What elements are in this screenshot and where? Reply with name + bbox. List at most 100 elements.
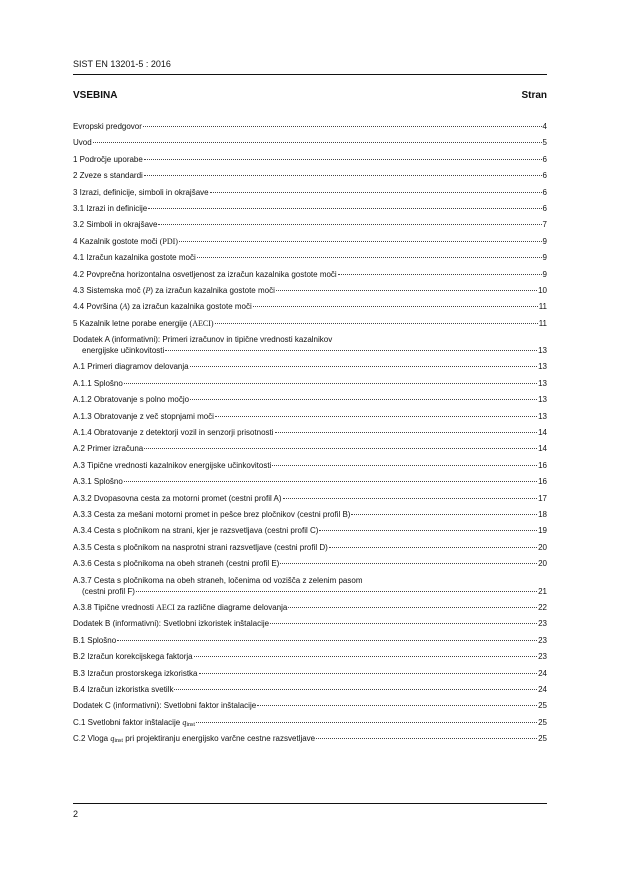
dot-leader (144, 448, 538, 450)
toc-entry-title: A.2 Primer izračuna (73, 443, 143, 454)
header-rule (73, 74, 547, 75)
toc-entry[interactable]: A.1.3 Obratovanje z več stopnjami moči 1… (73, 411, 547, 422)
toc-entry[interactable]: 5 Kazalnik letne porabe energije (AECI) … (73, 318, 547, 329)
toc-entry-title: Uvod (73, 137, 92, 148)
dot-leader (92, 142, 542, 144)
toc-entry-page: 14 (538, 428, 547, 438)
toc-entry[interactable]: 4.1 Izračun kazalnika gostote moči 9 (73, 252, 547, 263)
toc-entry[interactable]: A.3.5 Cesta s pločnikom na nasprotni str… (73, 542, 547, 553)
toc-title-segment: Uvod (73, 138, 92, 148)
toc-entry[interactable]: A.1 Primeri diagramov delovanja 13 (73, 361, 547, 372)
toc-entry-page: 13 (538, 378, 547, 388)
toc-entry[interactable]: 1 Področje uporabe 6 (73, 154, 547, 165)
dot-leader (214, 322, 538, 324)
toc-entry[interactable]: A.3.8 Tipične vrednosti AECI za različne… (73, 602, 547, 613)
toc-entry-page: 18 (538, 509, 547, 519)
toc-entry-page: 16 (538, 477, 547, 487)
toc-title-segment: ) za izračun kazalnika gostote moči (150, 285, 275, 295)
toc-entry-page: 13 (538, 395, 547, 405)
toc-entry[interactable]: C.2 Vloga qinst pri projektiranju energi… (73, 733, 547, 744)
toc-entry-page: 9 (542, 253, 547, 263)
toc-entry[interactable]: Dodatek A (informativni): Primeri izraču… (73, 334, 547, 356)
toc-entry[interactable]: Evropski predgovor 4 (73, 121, 547, 132)
toc-entry-title: A.3.8 Tipične vrednosti AECI za različne… (73, 602, 287, 613)
toc-title-segment: 3 Izrazi, definicije, simboli in okrajša… (73, 187, 209, 197)
toc-entry[interactable]: 4 Kazalnik gostote moči (PDI) 9 (73, 236, 547, 247)
toc-entry-page: 14 (538, 444, 547, 454)
toc-entry-title: Dodatek A (informativni): Primeri izraču… (73, 334, 332, 345)
toc-title-segment: A.1.1 Splošno (73, 378, 123, 388)
toc-title-segment: q (110, 734, 115, 744)
toc-title-segment: inst (186, 721, 196, 728)
toc-entry-title: B.4 Izračun izkoristka svetilk (73, 684, 173, 695)
toc-entry[interactable]: Uvod 5 (73, 137, 547, 148)
toc-entry-page: 13 (538, 411, 547, 421)
dot-leader (165, 350, 538, 352)
dot-leader (198, 672, 538, 674)
dot-leader (142, 126, 542, 127)
dot-leader (189, 366, 538, 368)
toc-entry[interactable]: B.1 Splošno 23 (73, 635, 547, 646)
toc-entry-title: A.3.3 Cesta za mešani motorni promet in … (73, 509, 350, 520)
toc-entry-title: A.1 Primeri diagramov delovanja (73, 361, 189, 372)
toc-entry[interactable]: 4.4 Površina (A) za izračun kazalnika go… (73, 301, 547, 312)
toc-title-segment: 4.2 Povprečna horizontalna osvetljenost … (73, 269, 337, 279)
toc-title-segment: A.2 Primer izračuna (73, 444, 144, 454)
toc-entry-page: 10 (538, 285, 547, 295)
toc-entry[interactable]: A.3.2 Dvopasovna cesta za motorni promet… (73, 493, 547, 504)
toc-entry[interactable]: A.3.7 Cesta s pločnikoma na obeh straneh… (73, 575, 547, 597)
toc-entry[interactable]: Dodatek C (informativni): Svetlobni fakt… (73, 700, 547, 711)
toc-entry-page: 7 (542, 220, 547, 230)
toc-title-segment: A.3.5 Cesta s pločnikom na nasprotni str… (73, 542, 328, 552)
toc-entry[interactable]: A.3.1 Splošno 16 (73, 476, 547, 487)
toc-entry[interactable]: B.4 Izračun izkoristka svetilk 24 (73, 684, 547, 695)
toc-title-segment: 4.1 Izračun kazalnika gostote moči (73, 253, 196, 263)
dot-leader (174, 688, 538, 690)
toc-entry-page: 6 (542, 154, 547, 164)
toc-title-segment: A.1.4 Obratovanje z detektorji vozil in … (73, 428, 274, 438)
toc-title-segment: 3.2 Simboli in okrajšave (73, 220, 158, 230)
toc-entry[interactable]: 3.2 Simboli in okrajšave 7 (73, 219, 547, 230)
dot-leader (117, 639, 538, 641)
toc-entry-page: 9 (542, 236, 547, 246)
toc-entry[interactable]: A.1.4 Obratovanje z detektorji vozil in … (73, 427, 547, 438)
toc-entry[interactable]: A.2 Primer izračuna 14 (73, 443, 547, 454)
toc-entry[interactable]: 2 Zveze s standardi 6 (73, 170, 547, 181)
toc-title-segment: 4.3 Sistemska moč ( (73, 285, 146, 295)
dot-leader (288, 606, 538, 608)
toc-entry[interactable]: 4.2 Povprečna horizontalna osvetljenost … (73, 269, 547, 280)
toc-title-segment: (AECI) (189, 318, 214, 328)
toc-entry[interactable]: A.3.3 Cesta za mešani motorni promet in … (73, 509, 547, 520)
toc-entry[interactable]: 3.1 Izrazi in definicije 6 (73, 203, 547, 214)
toc-title-segment: A.3 Tipične vrednosti kazalnikov energij… (73, 460, 272, 470)
toc-entry-title: C.1 Svetlobni faktor inštalacije qinst (73, 717, 195, 731)
toc-title-segment: A (122, 302, 128, 312)
toc-entry-page: 11 (538, 318, 547, 328)
toc-entry[interactable]: 3 Izrazi, definicije, simboli in okrajša… (73, 187, 547, 198)
dot-leader (143, 158, 542, 160)
toc-entry[interactable]: Dodatek B (informativni): Svetlobni izko… (73, 618, 547, 629)
toc-title-segment: A.3.6 Cesta s pločnikoma na obeh straneh… (73, 559, 280, 569)
toc-title-segment: B.2 Izračun korekcijskega faktorja (73, 652, 193, 662)
toc-entry[interactable]: C.1 Svetlobni faktor inštalacije qinst 2… (73, 717, 547, 728)
toc-title-segment: energijske učinkovitosti (82, 346, 165, 356)
toc-entry-title: 3.1 Izrazi in definicije (73, 203, 147, 214)
toc-entry[interactable]: B.2 Izračun korekcijskega faktorja 23 (73, 651, 547, 662)
toc-entry[interactable]: A.1.1 Splošno 13 (73, 378, 547, 389)
toc-entry[interactable]: B.3 Izračun prostorskega izkoristka 24 (73, 668, 547, 679)
toc-entry-title: 4.4 Površina (A) za izračun kazalnika go… (73, 301, 252, 312)
dot-leader (196, 257, 542, 259)
dot-leader (319, 530, 538, 532)
toc-entry[interactable]: A.3.6 Cesta s pločnikoma na obeh straneh… (73, 558, 547, 569)
toc-title-segment: A.3.7 Cesta s pločnikoma na obeh straneh… (73, 575, 363, 585)
dot-leader (328, 546, 538, 548)
page-number: 2 (73, 809, 79, 819)
toc-entry[interactable]: A.3.4 Cesta s pločnikom na strani, kjer … (73, 525, 547, 536)
toc-title-segment: 3.1 Izrazi in definicije (73, 203, 148, 213)
toc-entry-title: A.3.1 Splošno (73, 476, 123, 487)
toc-entry[interactable]: 4.3 Sistemska moč (P) za izračun kazalni… (73, 285, 547, 296)
toc-title-segment: P (145, 285, 151, 295)
toc-entry[interactable]: A.1.2 Obratovanje s polno močjo 13 (73, 394, 547, 405)
toc-title-segment: 4.4 Površina ( (73, 302, 123, 312)
toc-entry[interactable]: A.3 Tipične vrednosti kazalnikov energij… (73, 460, 547, 471)
